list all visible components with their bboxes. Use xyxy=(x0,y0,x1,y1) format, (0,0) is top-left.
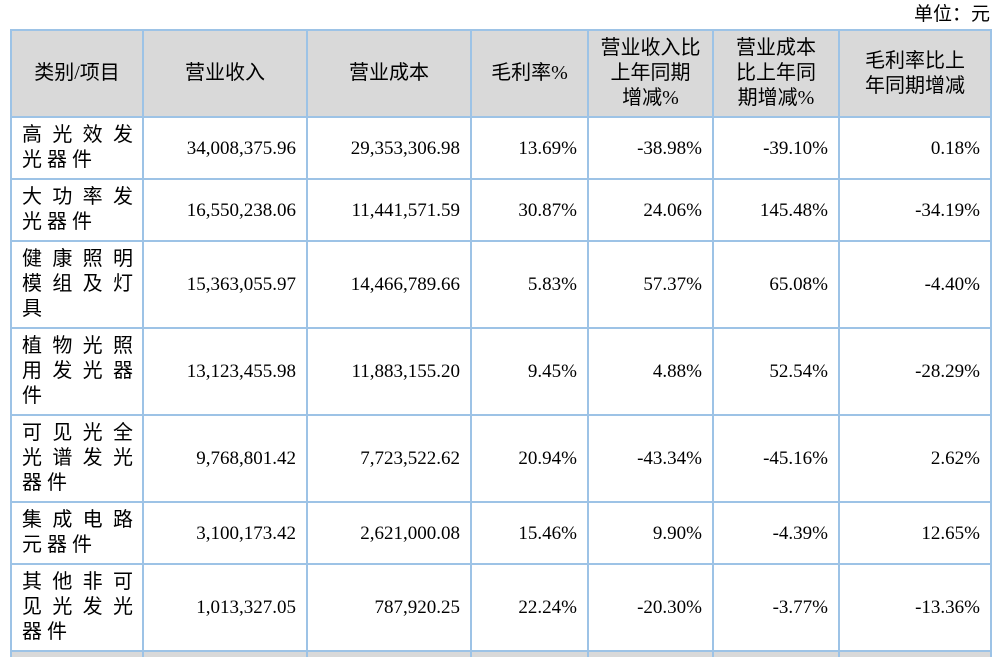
category-cell: 高光效发光器件 xyxy=(10,116,144,180)
revenue-cell: 13,123,455.98 xyxy=(142,327,308,416)
cost-cell: 2,621,000.08 xyxy=(306,501,472,565)
table-row: 可见光全光谱发光器件 9,768,801.42 7,723,522.62 20.94%… xyxy=(10,414,992,503)
cost-yoy-cell: 65.08% xyxy=(712,240,840,329)
table-row: 高光效发光器件 34,008,375.96 29,353,306.98 13.69% -… xyxy=(10,116,992,180)
header-category: 类别/项目 xyxy=(10,29,144,118)
margin-cell: 9.45% xyxy=(470,327,589,416)
revenue-cell: 34,008,375.96 xyxy=(142,116,308,180)
unit-label: 单位：元 xyxy=(913,4,990,25)
revenue-cell: 9,768,801.42 xyxy=(142,414,308,503)
cost-cell: 29,353,306.98 xyxy=(306,116,472,180)
revenue-yoy-cell: -43.34% xyxy=(587,414,714,503)
header-revenue: 营业收入 xyxy=(142,29,308,118)
cost-yoy-cell: -39.10% xyxy=(712,116,840,180)
cost-yoy-cell: 145.48% xyxy=(712,178,840,242)
margin-yoy-cell: -34.19% xyxy=(838,178,992,242)
empty-cell xyxy=(712,650,840,657)
header-margin: 毛利率% xyxy=(470,29,589,118)
margin-yoy-cell: 0.18% xyxy=(838,116,992,180)
cost-yoy-cell: -4.39% xyxy=(712,501,840,565)
empty-cell xyxy=(142,650,308,657)
margin-yoy-cell: 2.62% xyxy=(838,414,992,503)
revenue-cell: 1,013,327.05 xyxy=(142,563,308,652)
cost-yoy-cell: -3.77% xyxy=(712,563,840,652)
margin-cell: 22.24% xyxy=(470,563,589,652)
table-row: 大功率发光器件 16,550,238.06 11,441,571.59 30.87% 2… xyxy=(10,178,992,242)
cost-cell: 11,883,155.20 xyxy=(306,327,472,416)
revenue-cell: 3,100,173.42 xyxy=(142,501,308,565)
category-cell: 其他非可见光发光器件 xyxy=(10,563,144,652)
table-row: 集成电路元器件 3,100,173.42 2,621,000.08 15.46% 9.9… xyxy=(10,501,992,565)
category-cell: 植物光照用发光器件 xyxy=(10,327,144,416)
empty-cell xyxy=(838,650,992,657)
category-cell: 健康照明模组及灯具 xyxy=(10,240,144,329)
margin-cell: 15.46% xyxy=(470,501,589,565)
cost-cell: 7,723,522.62 xyxy=(306,414,472,503)
cost-cell: 787,920.25 xyxy=(306,563,472,652)
category-cell: 大功率发光器件 xyxy=(10,178,144,242)
margin-yoy-cell: 12.65% xyxy=(838,501,992,565)
empty-cell xyxy=(470,650,589,657)
revenue-yoy-cell: -20.30% xyxy=(587,563,714,652)
cost-yoy-cell: 52.54% xyxy=(712,327,840,416)
revenue-yoy-cell: -38.98% xyxy=(587,116,714,180)
next-row-partial xyxy=(10,650,992,657)
table-row: 健康照明模组及灯具 15,363,055.97 14,466,789.66 5.83%… xyxy=(10,240,992,329)
header-row: 类别/项目 营业收入 营业成本 毛利率% 营业收入比 上年同期 增减% 营业成本… xyxy=(10,29,992,118)
category-cell: 集成电路元器件 xyxy=(10,501,144,565)
margin-yoy-cell: -4.40% xyxy=(838,240,992,329)
margin-cell: 5.83% xyxy=(470,240,589,329)
revenue-yoy-cell: 24.06% xyxy=(587,178,714,242)
margin-cell: 13.69% xyxy=(470,116,589,180)
table-row: 其他非可见光发光器件 1,013,327.05 787,920.25 22.24% -2… xyxy=(10,563,992,652)
revenue-cell: 15,363,055.97 xyxy=(142,240,308,329)
cost-yoy-cell: -45.16% xyxy=(712,414,840,503)
revenue-cell: 16,550,238.06 xyxy=(142,178,308,242)
header-cost-yoy: 营业成本 比上年同 期增减% xyxy=(712,29,840,118)
financial-table: 类别/项目 营业收入 营业成本 毛利率% 营业收入比 上年同期 增减% 营业成本… xyxy=(10,29,992,657)
margin-yoy-cell: -13.36% xyxy=(838,563,992,652)
margin-cell: 30.87% xyxy=(470,178,589,242)
cost-cell: 11,441,571.59 xyxy=(306,178,472,242)
revenue-yoy-cell: 57.37% xyxy=(587,240,714,329)
category-cell: 可见光全光谱发光器件 xyxy=(10,414,144,503)
revenue-yoy-cell: 4.88% xyxy=(587,327,714,416)
header-cost: 营业成本 xyxy=(306,29,472,118)
revenue-yoy-cell: 9.90% xyxy=(587,501,714,565)
empty-cell xyxy=(587,650,714,657)
empty-cell xyxy=(10,650,144,657)
cost-cell: 14,466,789.66 xyxy=(306,240,472,329)
header-revenue-yoy: 营业收入比 上年同期 增减% xyxy=(587,29,714,118)
table-row: 植物光照用发光器件 13,123,455.98 11,883,155.20 9.45%… xyxy=(10,327,992,416)
header-margin-yoy: 毛利率比上 年同期增减 xyxy=(838,29,992,118)
margin-yoy-cell: -28.29% xyxy=(838,327,992,416)
empty-cell xyxy=(306,650,472,657)
margin-cell: 20.94% xyxy=(470,414,589,503)
